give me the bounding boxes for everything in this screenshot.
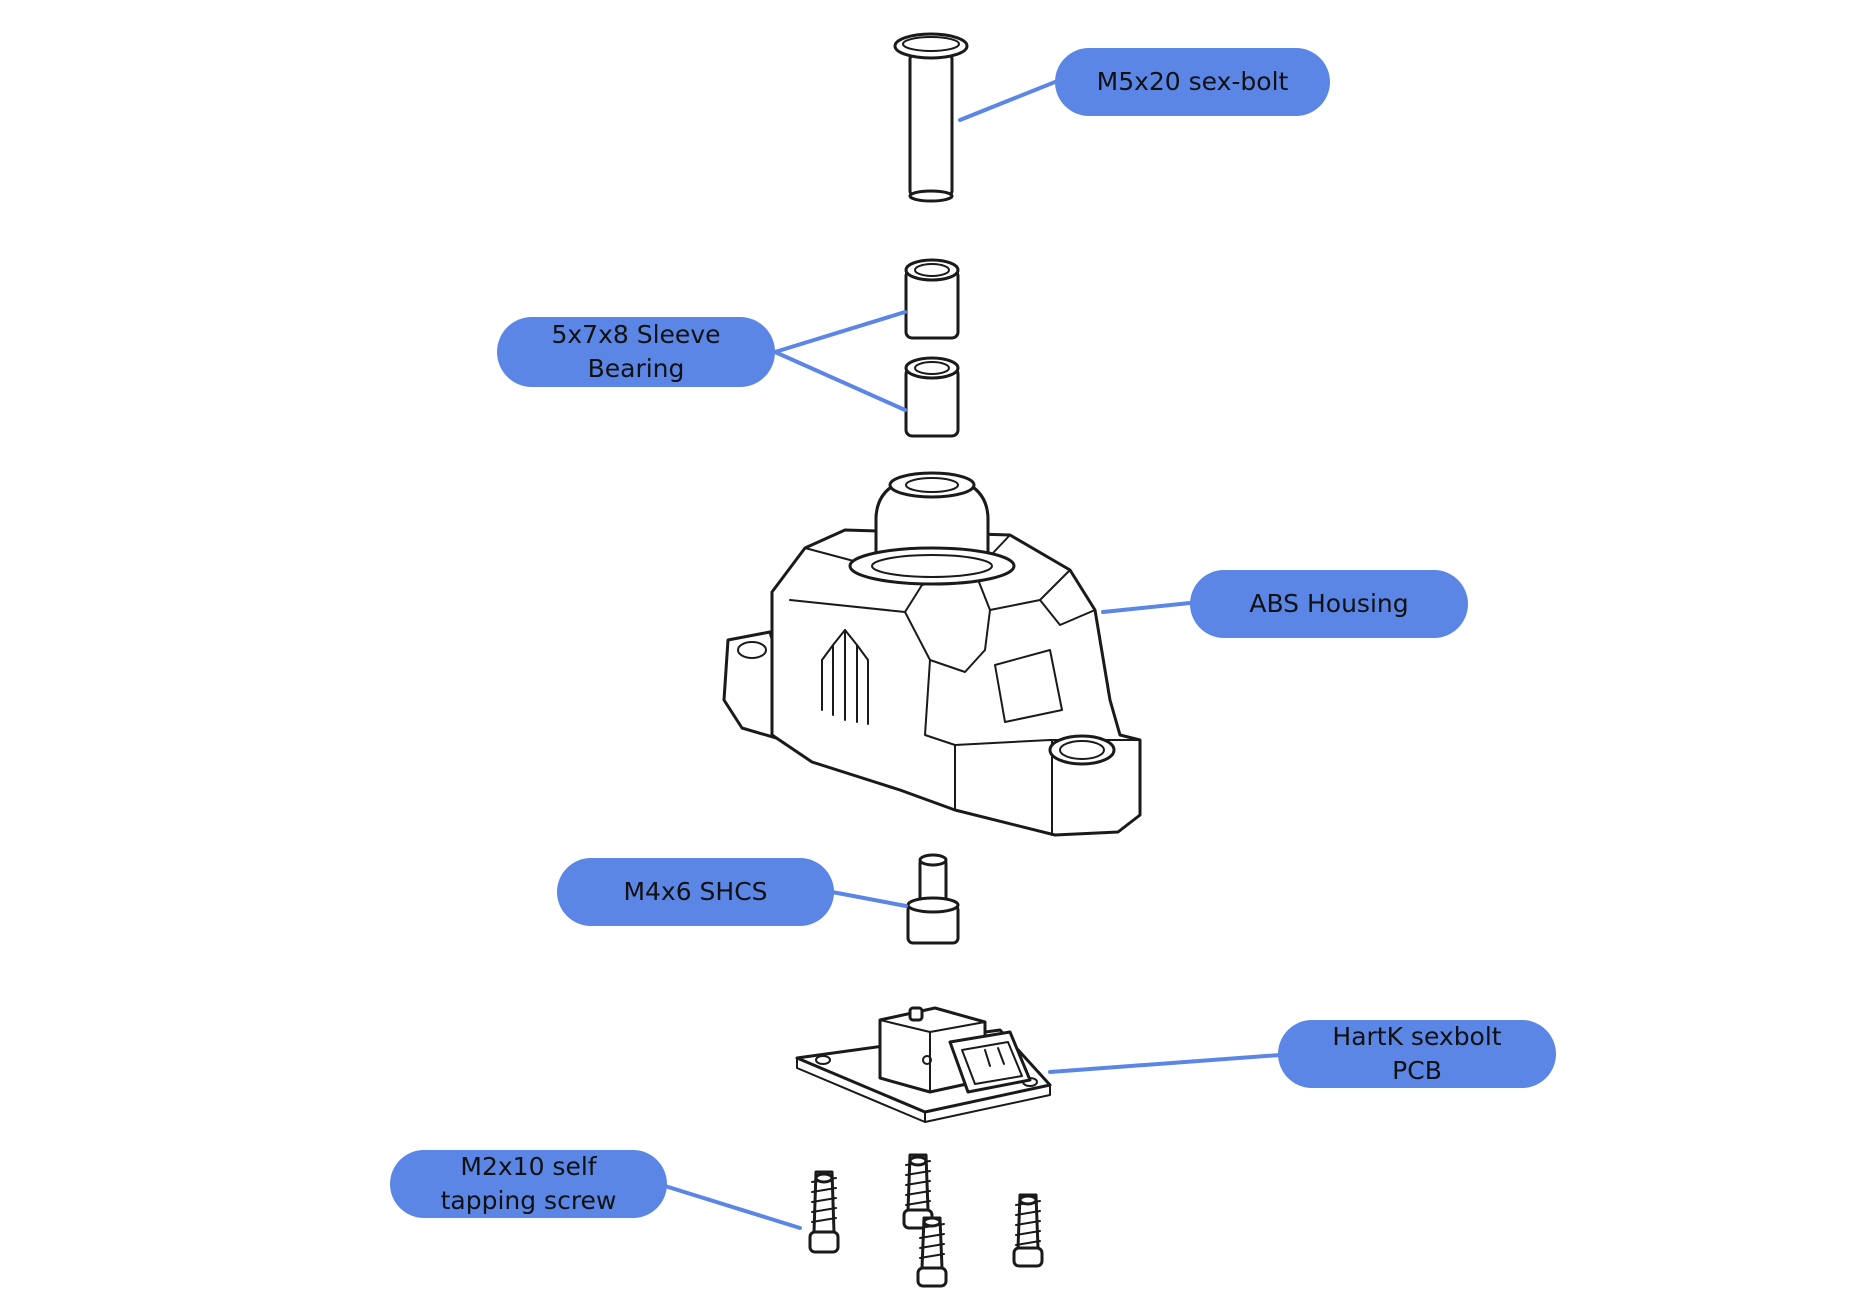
shcs-part	[906, 853, 960, 945]
callout-sleeve-bearing: 5x7x8 Sleeve Bearing	[497, 317, 775, 387]
callout-screw-line-2: tapping screw	[440, 1186, 617, 1215]
leader-lines	[663, 78, 1282, 1230]
abs-housing-part	[722, 471, 1142, 837]
leader-line-bearing-upper	[773, 310, 907, 354]
self-tapping-screw-4	[1012, 1193, 1044, 1268]
self-tapping-screw-3	[916, 1216, 948, 1288]
bolt-part	[893, 32, 969, 203]
callout-sleeve-bearing-line-1: 5x7x8 Sleeve	[551, 320, 721, 349]
self-tapping-screw-2	[902, 1153, 934, 1230]
leader-line-bearing-lower	[773, 350, 907, 412]
pcb-part	[795, 1006, 1052, 1123]
leader-line-shcs	[830, 890, 908, 908]
callout-screw-line-1: M2x10 self	[460, 1152, 597, 1181]
leader-line-pcb	[1048, 1053, 1282, 1074]
sleeve-bearing-upper	[904, 258, 960, 340]
self-tapping-screw-1	[808, 1170, 840, 1254]
sleeve-bearing-lower	[904, 356, 960, 438]
callout-pcb-line-1: HartK sexbolt	[1332, 1022, 1502, 1051]
leader-line-screw	[663, 1184, 802, 1230]
mm-logo-icon	[821, 629, 869, 725]
callout-pcb-line-2: PCB	[1392, 1056, 1442, 1085]
callout-bolt-line-1: M5x20 sex-bolt	[1096, 67, 1289, 96]
callout-shcs: M4x6 SHCS	[557, 858, 834, 926]
callout-housing-line-1: ABS Housing	[1249, 589, 1409, 618]
callout-pcb: HartK sexbolt PCB	[1278, 1020, 1556, 1088]
callout-housing: ABS Housing	[1190, 570, 1468, 638]
callout-screw: M2x10 self tapping screw	[390, 1150, 667, 1218]
leader-line-bolt	[958, 78, 1062, 122]
callout-sleeve-bearing-line-2: Bearing	[587, 354, 685, 383]
callout-bolt: M5x20 sex-bolt	[1055, 48, 1330, 116]
leader-line-housing	[1101, 601, 1192, 614]
callout-shcs-line-1: M4x6 SHCS	[623, 877, 768, 906]
